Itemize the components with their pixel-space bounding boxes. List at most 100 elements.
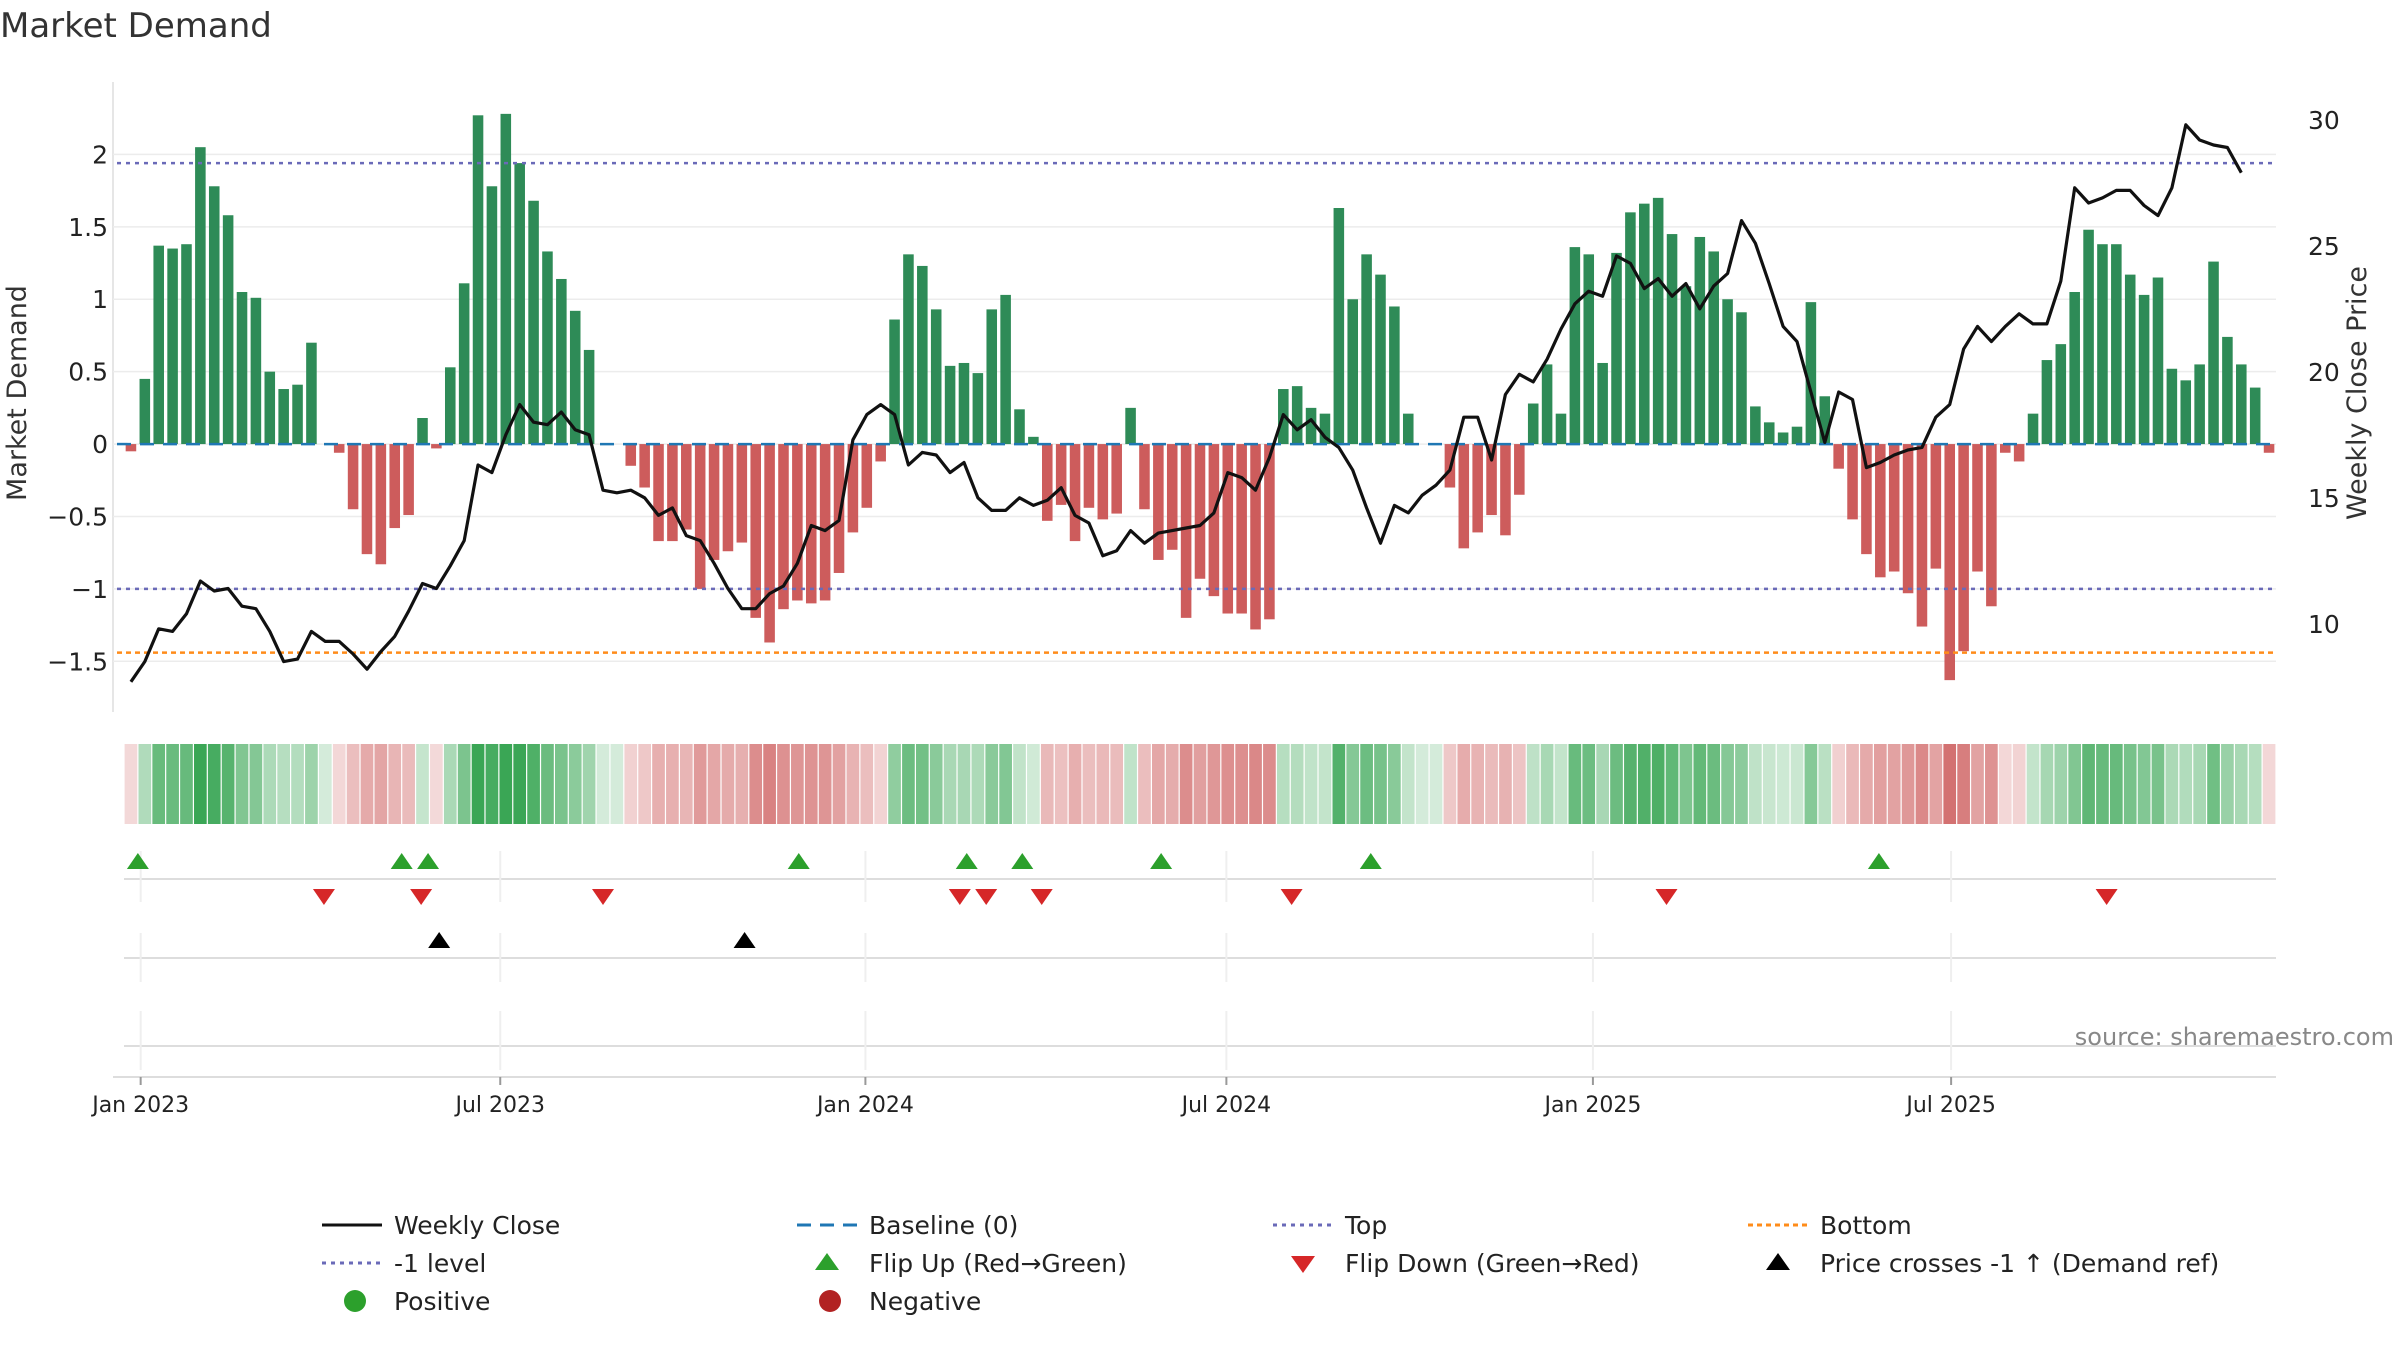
demand-bar <box>1014 409 1025 445</box>
demand-bar <box>722 444 734 552</box>
legend-label: Weekly Close <box>394 1211 560 1240</box>
legend-label: Price crosses -1 ↑ (Demand ref) <box>1820 1249 2219 1278</box>
heat-cell <box>124 744 138 824</box>
demand-bar <box>1111 444 1122 514</box>
heat-cell <box>499 744 513 824</box>
demand-bar <box>153 245 164 445</box>
y-tick-label: 0 <box>92 430 108 459</box>
legend: Weekly Close Baseline (0) Top Bottom -1 leve… <box>322 1211 2219 1316</box>
heat-cell <box>1526 744 1540 824</box>
demand-bar <box>1861 444 1872 555</box>
demand-bar <box>792 444 803 601</box>
demand-bar <box>750 444 761 618</box>
demand-bar <box>1028 436 1039 445</box>
heat-cell <box>832 744 846 824</box>
heat-cell <box>985 744 999 824</box>
flip-up-marker <box>1011 853 1034 869</box>
demand-bar <box>444 367 456 445</box>
y-tick-label: 1.5 <box>68 213 108 242</box>
demand-bar <box>167 248 178 445</box>
demand-bar <box>1472 444 1483 533</box>
demand-bar <box>1000 294 1011 445</box>
heat-cell <box>221 744 235 824</box>
demand-bar <box>1666 234 1678 445</box>
heat-cell <box>1443 744 1457 824</box>
heat-cell <box>818 744 832 824</box>
demand-bar <box>1083 444 1095 508</box>
legend-item-flip_down: Flip Down (Green→Red) <box>1291 1249 1640 1278</box>
demand-bar <box>403 444 414 516</box>
demand-bars <box>125 113 2275 681</box>
flip-down-marker <box>1030 889 1053 905</box>
demand-bar <box>1347 299 1358 445</box>
demand-bar <box>1208 444 1220 597</box>
heat-cell <box>2109 744 2123 824</box>
demand-bar <box>1833 444 1844 469</box>
flip-up-marker <box>390 853 413 869</box>
demand-bar <box>1625 212 1636 445</box>
heat-cell <box>1276 744 1290 824</box>
heat-cell <box>1263 744 1276 824</box>
demand-bar <box>2249 387 2261 445</box>
heat-cell <box>1082 744 1096 824</box>
demand-bar <box>1763 422 1775 445</box>
y2-tick-label: 15 <box>2308 484 2340 513</box>
heat-cell <box>2082 744 2095 824</box>
demand-bar <box>2208 261 2219 445</box>
heat-cell <box>1776 744 1790 824</box>
heat-cell <box>1388 744 1401 824</box>
y-tick-label: 2 <box>92 140 108 169</box>
demand-bar <box>514 163 525 445</box>
heat-cell <box>1027 744 1040 824</box>
heat-cell <box>2151 744 2165 824</box>
demand-bar <box>1958 444 1969 652</box>
flip-down-marker <box>312 889 335 905</box>
demand-bar <box>250 297 262 445</box>
y2-tick-label: 30 <box>2308 106 2340 135</box>
heat-cell <box>207 744 221 824</box>
demand-bar <box>2027 413 2039 445</box>
demand-bar <box>1541 364 1553 445</box>
demand-bar <box>1708 251 1719 445</box>
heat-cell <box>1582 744 1596 824</box>
heat-cell <box>1068 744 1082 824</box>
demand-bar <box>222 215 234 445</box>
heat-cell <box>1596 744 1609 824</box>
heat-cell <box>1499 744 1512 824</box>
heat-cell <box>638 744 651 824</box>
legend-label: Baseline (0) <box>869 1211 1018 1240</box>
heat-cell <box>749 744 763 824</box>
demand-bar <box>1139 444 1150 510</box>
demand-bar <box>1791 426 1803 445</box>
heat-cell <box>235 744 249 824</box>
heat-cell <box>1790 744 1804 824</box>
demand-bar <box>125 444 137 452</box>
heat-cell <box>1624 744 1637 824</box>
demand-bar <box>653 444 664 542</box>
demand-bar <box>1264 444 1275 620</box>
demand-bar <box>889 319 900 445</box>
heat-cell <box>138 744 152 824</box>
demand-bar <box>1722 299 1733 445</box>
heat-cell <box>2221 744 2234 824</box>
demand-bar <box>2138 294 2150 445</box>
demand-bar <box>278 389 289 445</box>
heat-cell <box>291 744 304 824</box>
price-cross-marker <box>733 932 756 948</box>
heat-cell <box>374 744 388 824</box>
heat-cell <box>929 744 943 824</box>
y2-axis-label: Weekly Close Price <box>2342 266 2373 520</box>
demand-bar <box>625 444 637 466</box>
heat-cell <box>846 744 860 824</box>
demand-bar <box>736 444 748 543</box>
x-tick-label: Jan 2024 <box>815 1093 914 1118</box>
demand-bar <box>681 444 692 530</box>
legend-triangle-up-icon <box>815 1253 839 1270</box>
demand-bar <box>778 444 789 610</box>
heat-cell <box>596 744 610 824</box>
heat-cell <box>804 744 818 824</box>
heat-cell <box>443 744 457 824</box>
heat-cell <box>721 744 735 824</box>
heat-cell <box>1207 744 1221 824</box>
heat-cell <box>527 744 540 824</box>
